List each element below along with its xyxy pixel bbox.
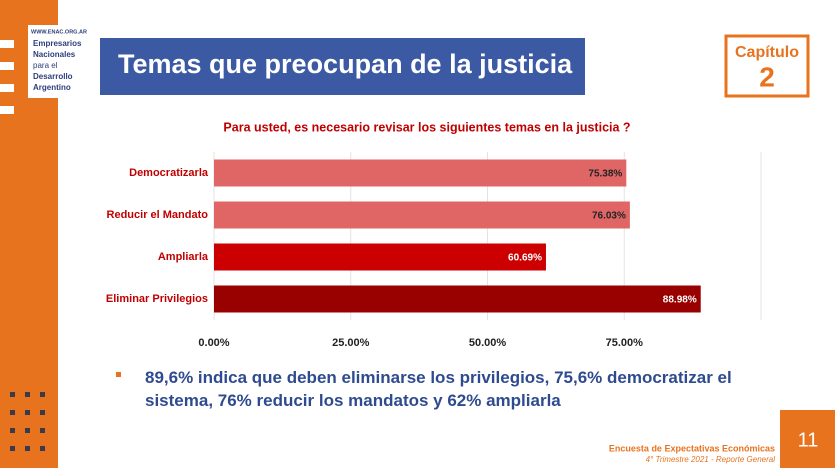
y-tick-label: Reducir el Mandato (107, 209, 209, 221)
logo-url: WWW.ENAC.ORG.AR (31, 29, 87, 35)
logo-line: para el (33, 61, 58, 70)
page-number: 11 (798, 429, 819, 451)
x-tick-label: 0.00% (198, 337, 229, 349)
footer-subtitle: 4° Trimestre 2021 - Reporte General (646, 455, 776, 464)
x-tick-label: 25.00% (332, 337, 370, 349)
footer-title: Encuesta de Expectativas Económicas (609, 443, 775, 453)
value-label: 75.38% (588, 169, 622, 180)
value-label: 60.69% (508, 253, 542, 264)
logo-line: Empresarios (33, 39, 82, 48)
slide-title: Temas que preocupan de la justicia (118, 49, 573, 79)
logo-line: Argentino (33, 83, 71, 92)
logo-box (28, 25, 92, 98)
y-tick-label: Democratizarla (129, 167, 209, 179)
dot-grid (10, 392, 45, 451)
chapter-box (724, 34, 810, 98)
chart-title: Para usted, es necesario revisar los sig… (223, 120, 630, 134)
page-number-box (780, 410, 835, 468)
x-tick-label: 50.00% (469, 337, 507, 349)
bar (214, 201, 630, 229)
logo-text: Empresarios Nacionales para el Desarrollo Ar… (33, 39, 82, 92)
value-label: 76.03% (592, 211, 626, 222)
bar (214, 243, 546, 271)
x-tick-label: 75.00% (606, 337, 644, 349)
logo-line: Desarrollo (33, 72, 73, 81)
bullet-text: 89,6% indica que deben eliminarse los pr… (145, 368, 732, 410)
y-tick-label: Eliminar Privilegios (106, 293, 208, 305)
bullet-marker (116, 372, 121, 377)
value-label: 88.98% (663, 295, 697, 306)
bar (214, 159, 627, 187)
side-dashes (0, 40, 14, 114)
chapter-number: 2 (759, 61, 775, 92)
chart: 0.00% 25.00% 50.00% 75.00% Democratizarla 75.… (106, 152, 762, 349)
title-box (100, 38, 585, 95)
logo-line: Nacionales (33, 50, 76, 59)
y-tick-label: Ampliarla (158, 251, 209, 263)
bar (214, 285, 701, 313)
chapter-label: Capítulo (735, 44, 799, 61)
